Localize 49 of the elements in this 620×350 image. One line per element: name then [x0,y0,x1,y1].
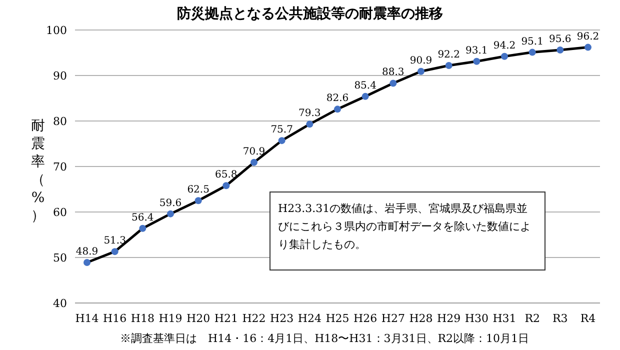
data-label: 51.3 [104,236,126,247]
y-tick-label: 70 [53,160,67,174]
y-tick-label: 50 [53,252,67,264]
y-axis-title: 耐震率（%） [31,118,45,224]
x-tick-label: H20 [186,312,210,325]
y-tick-label: 90 [53,70,67,82]
chart-title: 防災拠点となる公共施設等の耐震率の推移 [177,5,443,21]
x-tick-label: R4 [580,312,596,325]
x-tick-label: H14 [75,312,99,325]
text: ※調査基準日は H14・16：4月1日、H18〜H31：3月31日、R2以降：10月1日 [120,332,530,345]
data-label: 95.1 [521,36,544,48]
data-label: 93.1 [466,45,488,56]
data-label: 88.3 [382,67,404,78]
y-tick-label: 100 [46,24,67,37]
x-tick-label: R2 [524,312,540,325]
data-label: 75.7 [270,124,293,136]
data-label: 62.5 [187,184,210,196]
data-label: 79.3 [298,108,321,120]
data-label: 65.8 [215,170,238,181]
data-label: 90.9 [410,55,432,66]
y-tick-label: 60 [53,206,67,219]
x-tick-label: H29 [437,312,461,325]
y-tick-label: 80 [53,115,67,128]
x-tick-label: H22 [242,312,266,325]
x-tick-label: H21 [214,312,238,325]
x-tick-label: H30 [464,312,488,325]
x-tick-label: H27 [381,312,405,325]
x-tick-label: H24 [298,312,322,325]
x-tick-label: H19 [158,312,182,325]
y-tick-label: 40 [53,297,67,310]
data-label: 56.4 [132,212,154,224]
x-tick-label: H18 [130,312,154,325]
data-label: 48.9 [76,246,98,258]
x-tick-label: H23 [270,312,294,325]
x-tick-label: H31 [492,312,516,325]
data-label: 96.2 [576,31,600,42]
x-tick-label: H26 [354,312,378,325]
annotation: H23.3.31の数値は、岩手県、宮城県及び福島県並びにこれら３県内の市町村データを除いた数値により集計したもの。 [278,202,531,251]
data-label: 94.2 [493,40,516,52]
data-label: 92.2 [438,49,460,60]
x-tick-label: H16 [103,312,127,325]
x-tick-label: H28 [409,312,433,325]
data-label: 82.6 [326,93,349,104]
data-label: 70.9 [242,146,266,158]
data-label: 85.4 [354,80,376,92]
data-label: 95.6 [549,34,572,46]
x-tick-label: R3 [552,312,568,325]
data-label: 59.6 [159,198,182,209]
x-tick-label: H25 [326,312,350,325]
